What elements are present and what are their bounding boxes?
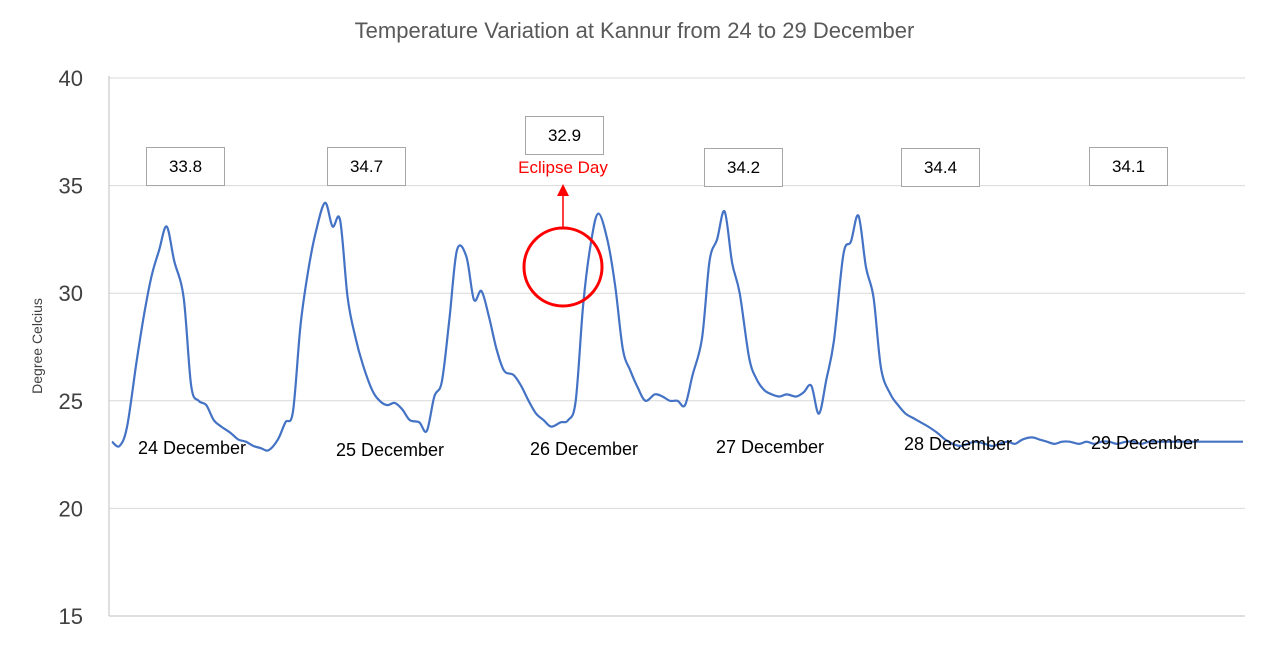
day-label: 29 December [1090, 433, 1200, 453]
y-tick-label: 15 [59, 604, 83, 629]
y-tick-label: 25 [59, 389, 83, 414]
peak-value-box: 34.7 [327, 147, 406, 186]
chart-title: Temperature Variation at Kannur from 24 … [354, 18, 915, 43]
day-label: 25 December [335, 440, 445, 460]
y-tick-label: 40 [59, 66, 83, 91]
day-label: 26 December [529, 439, 639, 459]
peak-value-box: 34.1 [1089, 147, 1168, 186]
peak-value-box: 32.9 [525, 116, 604, 155]
day-label: 27 December [715, 437, 825, 457]
peak-value-box: 34.2 [704, 148, 783, 187]
peak-value-box: 34.4 [901, 148, 980, 187]
day-label: 24 December [137, 438, 247, 458]
y-tick-label: 35 [59, 174, 83, 199]
eclipse-arrow-head [557, 184, 569, 196]
day-label: 28 December [903, 434, 1013, 454]
y-tick-label: 30 [59, 281, 83, 306]
eclipse-highlight-circle [522, 226, 604, 308]
y-tick-label: 20 [59, 496, 83, 521]
eclipse-day-label: Eclipse Day [518, 158, 608, 177]
peak-value-box: 33.8 [146, 147, 225, 186]
temperature-series-line [111, 201, 1243, 452]
